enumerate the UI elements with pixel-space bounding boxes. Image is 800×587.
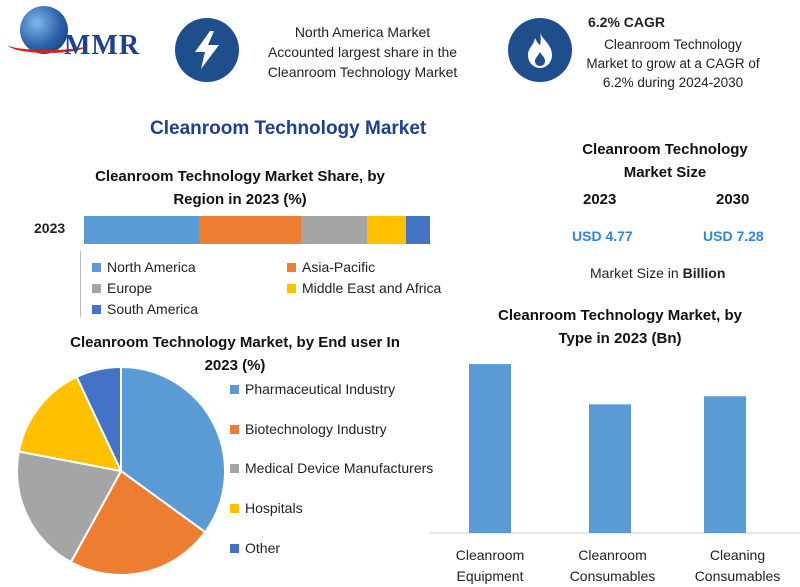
pie-legend-biotech: Biotechnology Industry [230,421,387,437]
pie-slice [16,450,123,564]
legend-swatch [92,304,101,314]
legend-label: Middle East and Africa [302,280,442,296]
title-line: Region in 2023 (%) [173,191,307,208]
title-line: Cleanroom Technology Market, by End user… [70,334,400,351]
legend-label: Europe [107,280,153,296]
legend-asia-pacific: Asia-Pacific [287,259,375,275]
callout-line: Accounted largest share in the [267,44,458,60]
category-line: Consumables [569,568,656,584]
market-size-value-2030: USD 7.28 [703,228,764,244]
market-size-year-2023: 2023 [583,191,617,208]
title-line: Market Size [623,164,707,181]
type-bar [589,404,631,533]
callout-line: Cleanroom Technology Market [267,64,458,80]
title-line: Type in 2023 (Bn) [558,330,682,347]
legend-label: North America [107,259,196,275]
region-chart-title: Cleanroom Technology Market Share, by Re… [60,165,420,211]
legend-swatch [230,503,239,513]
bar-category-label: Cleanroom Consumables [555,545,670,587]
logo-swoosh [8,36,88,53]
market-size-title: Cleanroom Technology Market Size [560,138,770,184]
bar-category-label: Cleaning Consumables [680,545,795,587]
stacked-bar-segment [84,216,200,244]
pie-chart-title: Cleanroom Technology Market, by End user… [30,331,440,377]
logo-text: MMR [64,30,141,61]
title-line: Cleanroom Technology [582,141,748,158]
type-bar [704,396,746,533]
legend-label: Biotechnology Industry [245,421,387,437]
callout-line: 6.2% during 2024-2030 [602,75,744,90]
legend-swatch [287,283,296,293]
pie-legend-pharma: Pharmaceutical Industry [230,381,395,397]
region-stacked-bar [84,216,430,244]
bar-category-label: Cleanroom Equipment [440,545,540,587]
legend-swatch [230,384,239,394]
type-bar [469,364,511,533]
category-line: Cleanroom [578,547,647,563]
cagr-title: 6.2% CAGR [588,14,666,30]
bar-axis-line [80,251,251,317]
category-line: Equipment [456,568,524,584]
stacked-bar-segment [199,216,301,244]
legend-swatch [92,283,101,293]
legend-swatch [230,543,239,553]
legend-swatch [230,424,239,434]
pie-legend-other: Other [230,540,280,556]
market-size-value-2023: USD 4.77 [572,228,633,244]
legend-label: Hospitals [245,500,303,516]
pie-slice [69,469,207,576]
cagr-callout: Cleanroom Technology Market to grow at a… [568,35,778,92]
pie-legend-hospitals: Hospitals [230,500,303,516]
stacked-bar-segment [405,216,430,244]
pie-slice [17,375,123,473]
stacked-bar-segment [367,216,406,244]
title-line: Cleanroom Technology Market, by [498,307,742,324]
category-line: Cleanroom [455,547,525,563]
legend-middle-east: Middle East and Africa [287,280,441,296]
stacked-bar-segment [300,216,368,244]
region-year-label: 2023 [34,220,66,236]
flame-icon [508,18,572,82]
legend-north-america: North America [92,259,196,275]
legend-label: Medical Device Manufacturers [245,460,434,476]
pie-legend-medical: Medical Device Manufacturers [230,460,433,476]
market-size-note: Market Size in Billion [590,265,726,281]
main-title: Cleanroom Technology Market [150,118,427,139]
title-line: 2023 (%) [204,357,266,374]
market-size-year-2030: 2030 [716,191,750,208]
lightning-icon [175,18,239,82]
callout-line: Cleanroom Technology [604,37,742,52]
legend-swatch [92,262,101,272]
callout-line: Market to grow at a CAGR of [586,56,760,71]
legend-label: Other [245,540,281,556]
category-line: Consumables [694,568,781,584]
title-line: Cleanroom Technology Market Share, by [95,168,385,185]
callout-line: North America Market [294,24,431,40]
legend-swatch [230,463,239,473]
category-line: Cleaning [709,547,766,563]
legend-label: Asia-Pacific [302,259,376,275]
type-chart-title: Cleanroom Technology Market, by Type in … [470,304,770,350]
type-bar-chart [430,364,800,534]
legend-label: South America [107,301,199,317]
legend-swatch [287,262,296,272]
pie-slice [120,365,226,534]
legend-south-america: South America [92,301,198,317]
pie-slice [75,365,122,472]
north-america-callout: North America Market Accounted largest s… [245,22,480,82]
legend-label: Pharmaceutical Industry [245,381,396,397]
end-user-pie-chart [16,365,226,576]
legend-europe: Europe [92,280,152,296]
